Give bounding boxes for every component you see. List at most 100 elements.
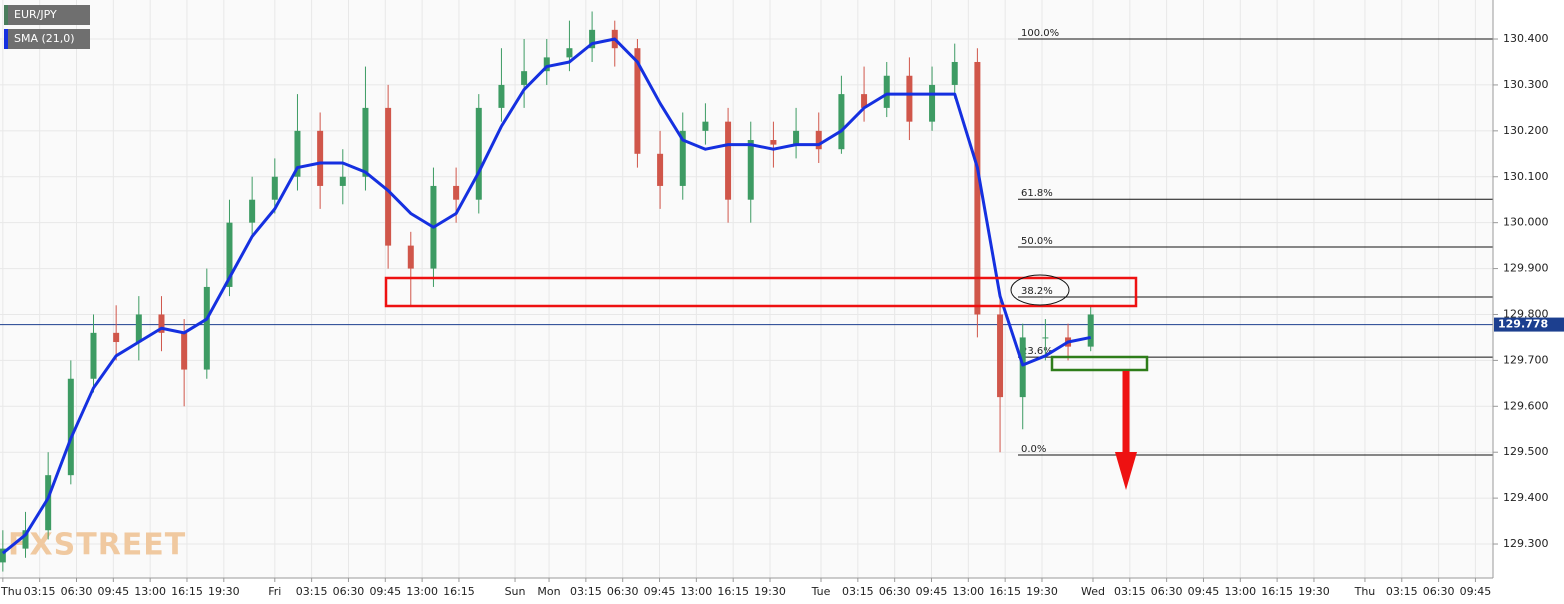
legend-box	[4, 29, 90, 49]
grid	[0, 0, 1493, 578]
x-tick-label: 13:00	[406, 585, 438, 598]
resistance-zone	[384, 276, 1138, 308]
candle-body	[1042, 337, 1049, 339]
candle-body	[906, 75, 913, 122]
candle-body	[770, 140, 777, 145]
candle-body	[997, 314, 1004, 398]
x-tick-label: 19:30	[208, 585, 240, 598]
candle-body	[0, 548, 6, 563]
x-tick-label: 16:15	[989, 585, 1021, 598]
x-tick-label: Sun	[505, 585, 526, 598]
candle-body	[271, 176, 278, 200]
candle-body	[181, 332, 188, 370]
candle-body	[249, 199, 256, 223]
x-tick-label: 09:45	[1188, 585, 1220, 598]
x-tick-label: 09:45	[369, 585, 401, 598]
x-tick-label: 03:15	[842, 585, 874, 598]
candle-body	[951, 61, 958, 85]
candle-body	[543, 57, 550, 72]
y-tick-label: 129.600	[1503, 399, 1549, 412]
legend-swatch	[4, 5, 8, 25]
y-tick-label: 129.500	[1503, 445, 1549, 458]
candle-body	[294, 130, 301, 177]
x-tick-label: 13:00	[134, 585, 166, 598]
current-price-box	[1494, 317, 1564, 332]
x-tick-label: 06:30	[61, 585, 93, 598]
x-tick-label: Tue	[811, 585, 831, 598]
candle-body	[226, 222, 233, 287]
legend-box	[4, 5, 90, 25]
x-tick-label: 03:15	[296, 585, 328, 598]
x-tick-label: Mon	[537, 585, 560, 598]
candle-body	[861, 94, 868, 108]
candle-body	[657, 153, 664, 186]
x-tick-label: 03:15	[1114, 585, 1146, 598]
fib-label: 100.0%	[1021, 28, 1059, 39]
x-tick-label: 03:15	[24, 585, 56, 598]
y-tick-label: 129.800	[1503, 307, 1549, 320]
x-tick-label: 03:15	[1386, 585, 1418, 598]
candle-body	[815, 130, 822, 150]
candle-body	[566, 48, 573, 58]
candle-body	[521, 71, 528, 85]
axes: 129.300 129.400 129.500 129.600 129.700 129.8…	[0, 32, 1564, 598]
y-tick-label: 130.100	[1503, 170, 1549, 183]
candle-body	[838, 94, 845, 150]
x-tick-label: 09:45	[97, 585, 129, 598]
candle-body	[339, 176, 346, 186]
x-tick-label: 13:00	[681, 585, 713, 598]
fib-label: 0.0%	[1021, 444, 1046, 455]
y-tick-label: 130.000	[1503, 216, 1549, 229]
candle-body	[883, 75, 890, 108]
legend-label: SMA (21,0)	[14, 32, 75, 45]
x-tick-label: 16:15	[443, 585, 475, 598]
candle-body	[158, 314, 165, 333]
candle-body	[407, 245, 414, 269]
y-tick-label: 129.400	[1503, 491, 1549, 504]
legend-label: EUR/JPY	[14, 8, 57, 21]
candle-body	[22, 530, 29, 549]
x-tick-label: 09:45	[644, 585, 676, 598]
candle-body	[702, 121, 709, 131]
candle-body	[1087, 314, 1094, 347]
x-tick-label: 16:15	[717, 585, 749, 598]
x-tick-label: 13:00	[952, 585, 984, 598]
candle-body	[317, 130, 324, 186]
watermark: FXSTREET	[8, 528, 186, 563]
x-tick-label: 06:30	[879, 585, 911, 598]
candle-body	[929, 84, 936, 122]
candle-body	[725, 121, 732, 200]
x-tick-label: 03:15	[570, 585, 602, 598]
x-tick-label: 19:30	[1298, 585, 1330, 598]
x-tick-label: 09:45	[1460, 585, 1492, 598]
x-tick-label: 06:30	[607, 585, 639, 598]
candle-body	[974, 61, 981, 315]
fib-label: 23.6%	[1021, 346, 1053, 357]
x-tick-label: Wed	[1081, 585, 1105, 598]
x-tick-label: 19:30	[754, 585, 786, 598]
candle-body	[747, 140, 754, 200]
y-tick-label: 129.900	[1503, 262, 1549, 275]
y-tick-label: 130.200	[1503, 124, 1549, 137]
x-tick-label: 06:30	[333, 585, 365, 598]
x-tick-label: Fri	[268, 585, 281, 598]
candle-body	[453, 185, 460, 200]
x-tick-label: 09:45	[916, 585, 948, 598]
marks: 100.0% 61.8% 50.0% 38.2% 23.6% 0.0%	[0, 11, 1493, 572]
sma-line	[1, 37, 1092, 555]
support-zone	[1050, 355, 1149, 372]
down-arrow-head	[1115, 452, 1137, 490]
x-tick-label: 13:00	[1224, 585, 1256, 598]
x-tick-label: Thu	[0, 585, 22, 598]
candle-body	[67, 378, 74, 476]
candle-body	[362, 107, 369, 177]
candle-body	[45, 475, 52, 531]
x-tick-label: 16:15	[1261, 585, 1293, 598]
y-tick-label: 129.300	[1503, 537, 1549, 550]
current-price-label: 129.778	[1498, 318, 1548, 331]
candle-body	[634, 48, 641, 154]
candle-body	[113, 332, 120, 343]
x-tick-label: Thu	[1354, 585, 1376, 598]
fib-label: 38.2%	[1021, 286, 1053, 297]
